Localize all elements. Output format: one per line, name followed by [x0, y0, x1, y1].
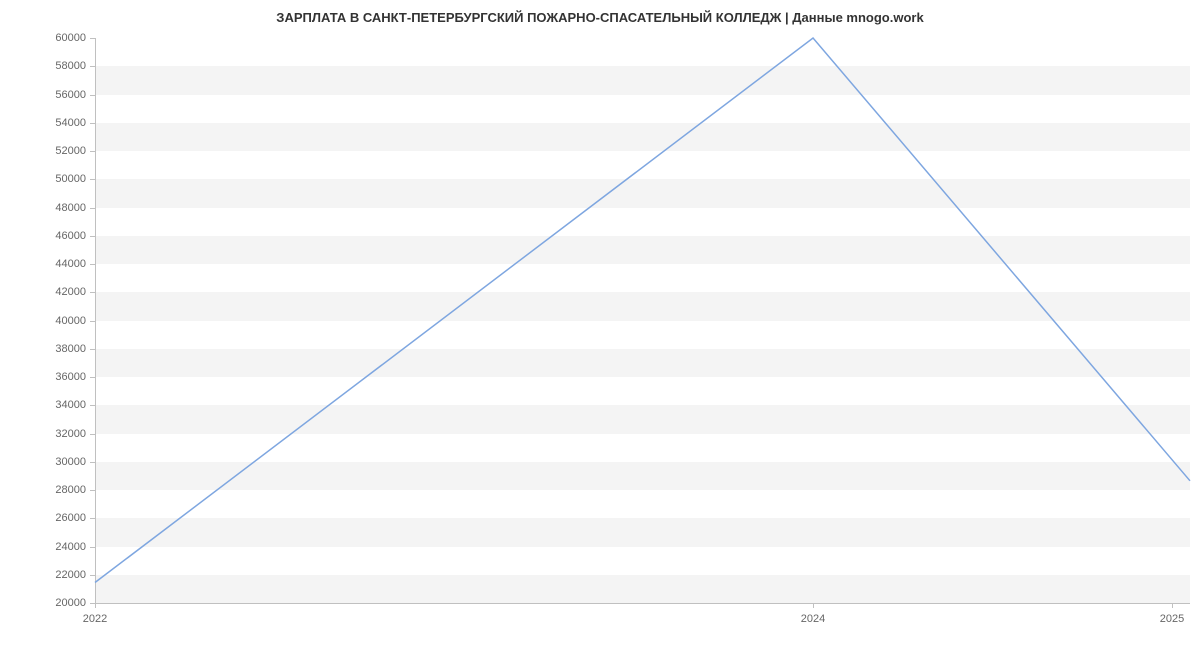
y-tick-label: 22000 — [40, 569, 86, 581]
y-tick-label: 52000 — [40, 145, 86, 157]
y-tick-label: 28000 — [40, 484, 86, 496]
x-tick-label: 2024 — [801, 613, 825, 625]
y-tick-label: 32000 — [40, 428, 86, 440]
x-tick-label: 2022 — [83, 613, 107, 625]
y-tick-label: 42000 — [40, 286, 86, 298]
y-tick-label: 30000 — [40, 456, 86, 468]
line-series — [95, 38, 1190, 603]
y-tick-label: 50000 — [40, 173, 86, 185]
y-tick-label: 44000 — [40, 258, 86, 270]
x-tick — [1172, 603, 1173, 608]
y-tick-label: 60000 — [40, 32, 86, 44]
y-tick-label: 56000 — [40, 89, 86, 101]
plot-area: 2000022000240002600028000300003200034000… — [95, 38, 1190, 603]
chart-title: ЗАРПЛАТА В САНКТ-ПЕТЕРБУРГСКИЙ ПОЖАРНО-С… — [0, 10, 1200, 25]
x-tick-label: 2025 — [1160, 613, 1184, 625]
y-tick-label: 26000 — [40, 512, 86, 524]
y-tick-label: 40000 — [40, 315, 86, 327]
y-tick-label: 54000 — [40, 117, 86, 129]
y-tick-label: 36000 — [40, 371, 86, 383]
salary-chart: ЗАРПЛАТА В САНКТ-ПЕТЕРБУРГСКИЙ ПОЖАРНО-С… — [0, 0, 1200, 650]
y-tick-label: 46000 — [40, 230, 86, 242]
y-tick-label: 20000 — [40, 597, 86, 609]
x-tick — [813, 603, 814, 608]
x-axis-line — [95, 603, 1190, 604]
y-tick-label: 24000 — [40, 541, 86, 553]
y-tick-label: 58000 — [40, 60, 86, 72]
x-tick — [95, 603, 96, 608]
salary-line — [95, 38, 1190, 583]
y-tick-label: 38000 — [40, 343, 86, 355]
y-tick-label: 48000 — [40, 202, 86, 214]
y-tick-label: 34000 — [40, 399, 86, 411]
